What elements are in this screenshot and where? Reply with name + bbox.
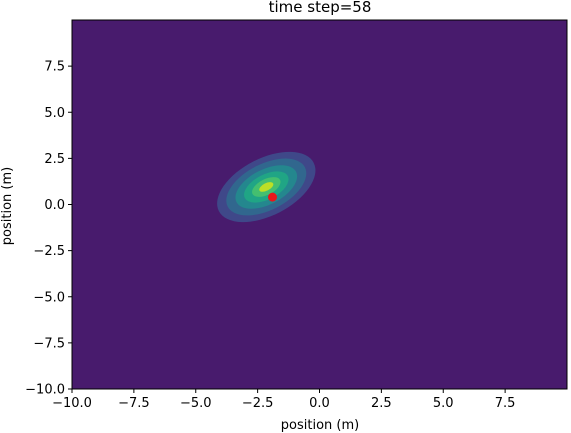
y-tick-label: −7.5: [33, 336, 65, 351]
x-tick-label: −7.5: [118, 396, 150, 411]
x-tick-label: −2.5: [242, 396, 274, 411]
y-tick-label: 5.0: [44, 106, 65, 121]
y-tick-label: 0.0: [44, 198, 65, 213]
contour-level-6: [259, 182, 274, 192]
x-tick-label: −5.0: [180, 396, 212, 411]
y-tick-label: −2.5: [33, 244, 65, 259]
chart-title: time step=58: [269, 0, 372, 16]
axes: −10.0 −7.5 −5.0 −2.5 0.0 2.5 5.0 7.5 −10.0 −7.5 −5…: [25, 19, 568, 411]
y-axis-label: position (m): [0, 167, 15, 245]
y-tick-label: 7.5: [44, 60, 65, 75]
x-tick-label: 0.0: [309, 396, 330, 411]
x-axis-label: position (m): [281, 418, 359, 433]
position-marker: [267, 192, 277, 202]
x-tick-label: 2.5: [371, 396, 392, 411]
y-tick-label: −10.0: [25, 383, 65, 398]
x-tick-label: 5.0: [433, 396, 454, 411]
plot-area: [72, 20, 567, 389]
x-tick-label: 7.5: [495, 396, 516, 411]
y-tick-label: −5.0: [33, 290, 65, 305]
x-tick-label: −10.0: [52, 396, 92, 411]
contour-background: [72, 20, 567, 389]
y-tick-label: 2.5: [44, 152, 65, 167]
